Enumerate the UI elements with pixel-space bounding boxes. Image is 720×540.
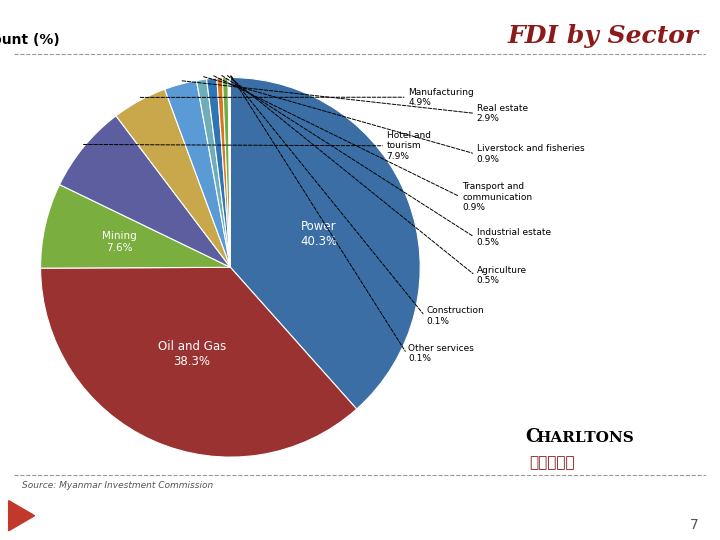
Text: C: C [526,428,540,445]
Wedge shape [40,267,356,457]
Wedge shape [230,77,420,409]
Wedge shape [60,116,230,267]
Polygon shape [9,501,35,531]
Text: Mining
7.6%: Mining 7.6% [102,231,137,253]
Text: Industrial estate
0.5%: Industrial estate 0.5% [477,228,551,247]
Text: Oil and Gas
38.3%: Oil and Gas 38.3% [158,340,226,368]
Text: Agriculture
0.5%: Agriculture 0.5% [477,266,527,285]
Text: Approved amount (%): Approved amount (%) [0,32,60,46]
Wedge shape [116,89,230,267]
Wedge shape [40,185,230,268]
Wedge shape [207,78,230,267]
Text: Transport and
communication
0.9%: Transport and communication 0.9% [462,182,532,212]
Text: 易周律师行: 易周律师行 [529,455,575,470]
Text: Liverstock and fisheries
0.9%: Liverstock and fisheries 0.9% [477,144,584,164]
Wedge shape [229,77,230,267]
Text: HARLTONS: HARLTONS [536,431,634,446]
Text: Source: Myanmar Investment Commission: Source: Myanmar Investment Commission [22,481,213,490]
Wedge shape [228,77,230,267]
Text: Power
40.3%: Power 40.3% [300,220,338,247]
Text: Hotel and
tourism
7.9%: Hotel and tourism 7.9% [387,131,431,161]
Text: FDI by Sector: FDI by Sector [508,24,698,48]
Wedge shape [165,80,230,267]
Wedge shape [217,78,230,267]
Text: Real estate
2.9%: Real estate 2.9% [477,104,528,123]
Wedge shape [222,78,230,267]
Text: 7: 7 [690,518,698,532]
Wedge shape [197,79,230,267]
Text: Other services
0.1%: Other services 0.1% [408,344,474,363]
Text: Construction
0.1%: Construction 0.1% [426,306,484,326]
Text: Manufacturing
4.9%: Manufacturing 4.9% [408,87,474,107]
